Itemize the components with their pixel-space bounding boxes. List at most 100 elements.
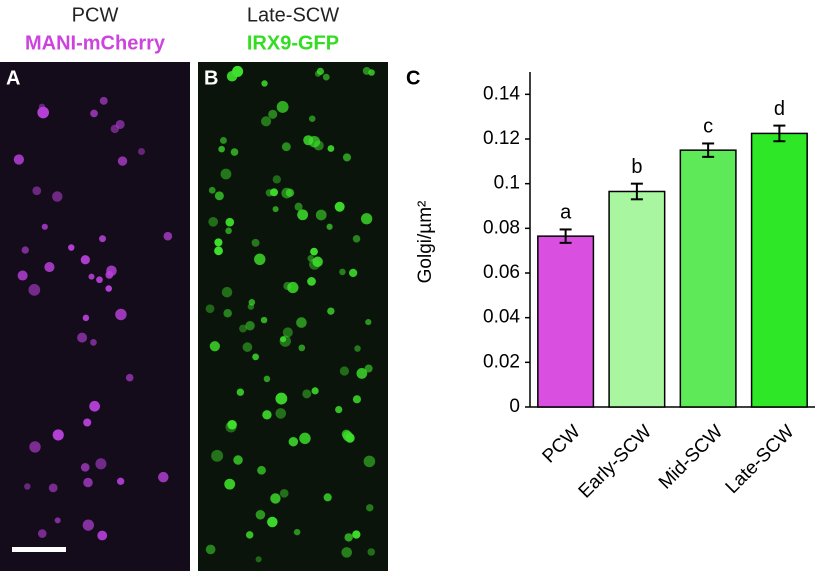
punctum (281, 142, 291, 152)
punctum (296, 317, 307, 328)
stage-label: PCW (72, 4, 119, 26)
punctum (77, 332, 88, 343)
punctum (224, 478, 236, 490)
punctum (270, 188, 278, 197)
punctum (52, 191, 63, 202)
punctum (125, 373, 134, 382)
punctum (280, 336, 287, 343)
y-tick-label: 0.02 (483, 351, 520, 372)
error-bar (630, 182, 643, 201)
punctum (13, 154, 25, 165)
punctum (366, 504, 374, 512)
punctum (294, 202, 303, 211)
punctum (248, 299, 256, 306)
punctum (257, 465, 266, 475)
punctum (281, 187, 293, 199)
punctum (283, 281, 292, 291)
punctum (342, 431, 353, 442)
error-bar (773, 124, 786, 143)
panel-letter: C (406, 67, 420, 89)
punctum (41, 223, 48, 230)
punctum (80, 462, 90, 472)
punctum (28, 284, 41, 296)
punctum (251, 238, 260, 247)
panel-letter: A (6, 67, 20, 89)
punctum (205, 304, 215, 314)
punctum (307, 255, 314, 262)
punctum (205, 544, 216, 555)
punctum (364, 364, 373, 373)
punctum (225, 227, 232, 235)
punctum (365, 318, 372, 326)
punctum (339, 366, 350, 376)
punctum (236, 388, 245, 396)
punctum (221, 286, 233, 298)
punctum (261, 80, 268, 87)
punctum (275, 392, 288, 405)
puncta-a (13, 96, 173, 541)
punctum (356, 368, 368, 379)
punctum (208, 186, 216, 194)
punctum (312, 256, 323, 268)
punctum (309, 258, 321, 270)
punctum (307, 277, 316, 286)
punctum (260, 316, 268, 324)
punctum (214, 191, 224, 201)
punctum (105, 285, 112, 292)
punctum (368, 69, 375, 76)
punctum (226, 71, 238, 82)
punctum (310, 247, 318, 256)
punctum (275, 408, 287, 419)
error-bar (559, 228, 572, 244)
punctum (261, 116, 272, 127)
punctum (223, 308, 232, 318)
punctum (115, 308, 127, 321)
y-tick-label: 0.14 (483, 83, 520, 104)
punctum (80, 255, 90, 265)
error-bar (702, 142, 715, 158)
punctum (220, 137, 227, 144)
punctum (106, 265, 117, 277)
marker-label: MANI-mCherry (25, 32, 166, 54)
panel-letter: B (204, 67, 218, 89)
punctum (17, 270, 28, 281)
y-tick-label: 0.08 (483, 217, 520, 238)
punctum (287, 281, 299, 294)
punctum (334, 201, 345, 212)
significance-label: c (703, 116, 713, 138)
punctum (239, 324, 247, 333)
punctum (82, 314, 90, 322)
punctum (298, 344, 306, 352)
punctum (293, 528, 301, 536)
punctum (352, 530, 361, 539)
punctum (268, 109, 278, 119)
punctum (68, 244, 75, 251)
punctum (230, 148, 239, 156)
x-tick-label: Late-SCW (722, 421, 799, 498)
punctum (262, 410, 272, 420)
bar (608, 190, 666, 408)
punctum (214, 238, 223, 247)
bar (679, 149, 737, 408)
punctum (276, 101, 289, 113)
y-tick-label: 0.1 (494, 173, 520, 194)
punctum (247, 303, 255, 310)
punctum (272, 175, 281, 184)
punctum (341, 547, 353, 558)
punctum (214, 246, 223, 256)
x-tick-label: Mid-SCW (655, 421, 727, 493)
punctum (96, 276, 103, 284)
punctum (352, 395, 362, 404)
punctum (37, 529, 47, 538)
punctum (38, 103, 46, 111)
punctum (352, 235, 361, 243)
marker-label: IRX9-GFP (247, 32, 339, 54)
punctum (99, 235, 106, 243)
y-tick-label: 0 (509, 396, 520, 417)
punctum (117, 156, 128, 166)
punctum (163, 231, 173, 241)
punctum (211, 449, 224, 462)
punctum (282, 327, 293, 338)
punctum (255, 556, 262, 563)
